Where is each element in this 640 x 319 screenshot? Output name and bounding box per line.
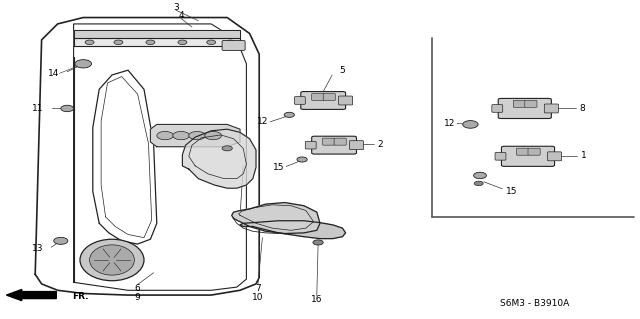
FancyBboxPatch shape: [502, 146, 554, 167]
Text: 12: 12: [444, 119, 456, 128]
FancyBboxPatch shape: [222, 41, 245, 50]
Circle shape: [85, 40, 94, 45]
FancyBboxPatch shape: [349, 141, 364, 150]
Circle shape: [222, 146, 232, 151]
Text: 15: 15: [506, 187, 517, 196]
Circle shape: [207, 40, 216, 45]
Circle shape: [226, 40, 235, 45]
Text: 11: 11: [32, 104, 44, 113]
FancyBboxPatch shape: [492, 105, 503, 112]
Text: 6: 6: [135, 284, 140, 293]
Circle shape: [297, 157, 307, 162]
FancyBboxPatch shape: [323, 93, 335, 100]
FancyBboxPatch shape: [323, 138, 335, 145]
Polygon shape: [232, 203, 320, 234]
FancyBboxPatch shape: [305, 141, 316, 149]
Circle shape: [284, 112, 294, 117]
Circle shape: [189, 131, 205, 140]
Text: 3: 3: [173, 3, 179, 11]
FancyBboxPatch shape: [516, 148, 529, 155]
Circle shape: [173, 131, 189, 140]
FancyBboxPatch shape: [528, 148, 540, 155]
FancyBboxPatch shape: [312, 93, 324, 100]
Polygon shape: [150, 124, 240, 147]
FancyBboxPatch shape: [312, 136, 356, 154]
FancyBboxPatch shape: [495, 152, 506, 160]
Circle shape: [178, 40, 187, 45]
FancyBboxPatch shape: [548, 152, 562, 161]
Circle shape: [313, 240, 323, 245]
Text: 5: 5: [340, 66, 345, 75]
Text: 12: 12: [257, 117, 269, 126]
Text: 14: 14: [48, 69, 60, 78]
Polygon shape: [240, 221, 346, 239]
Ellipse shape: [80, 239, 144, 281]
Polygon shape: [74, 38, 240, 46]
Circle shape: [157, 131, 173, 140]
FancyBboxPatch shape: [513, 100, 525, 107]
Circle shape: [474, 172, 486, 179]
Text: 8: 8: [579, 104, 585, 113]
Circle shape: [75, 60, 92, 68]
FancyArrow shape: [6, 290, 56, 300]
FancyBboxPatch shape: [339, 96, 353, 105]
Text: 16: 16: [311, 295, 323, 304]
Text: S6M3 - B3910A: S6M3 - B3910A: [500, 299, 569, 308]
Text: 9: 9: [135, 293, 140, 302]
Text: 7: 7: [255, 284, 260, 293]
Circle shape: [205, 131, 221, 140]
Text: 13: 13: [32, 244, 44, 253]
Circle shape: [474, 181, 483, 186]
Circle shape: [114, 40, 123, 45]
Circle shape: [54, 237, 68, 244]
Text: 10: 10: [252, 293, 264, 302]
Circle shape: [61, 105, 74, 112]
FancyBboxPatch shape: [544, 104, 558, 113]
FancyBboxPatch shape: [499, 98, 551, 118]
Polygon shape: [74, 30, 240, 38]
Text: 4: 4: [179, 11, 184, 20]
FancyBboxPatch shape: [334, 138, 346, 145]
Polygon shape: [182, 129, 256, 188]
FancyBboxPatch shape: [525, 100, 537, 107]
Circle shape: [146, 40, 155, 45]
FancyBboxPatch shape: [294, 97, 305, 104]
Text: 2: 2: [378, 140, 383, 149]
Circle shape: [463, 121, 478, 128]
Text: FR.: FR.: [72, 292, 89, 301]
FancyBboxPatch shape: [301, 92, 346, 109]
Text: 1: 1: [581, 151, 587, 160]
Text: 15: 15: [273, 163, 285, 172]
Ellipse shape: [90, 245, 134, 275]
